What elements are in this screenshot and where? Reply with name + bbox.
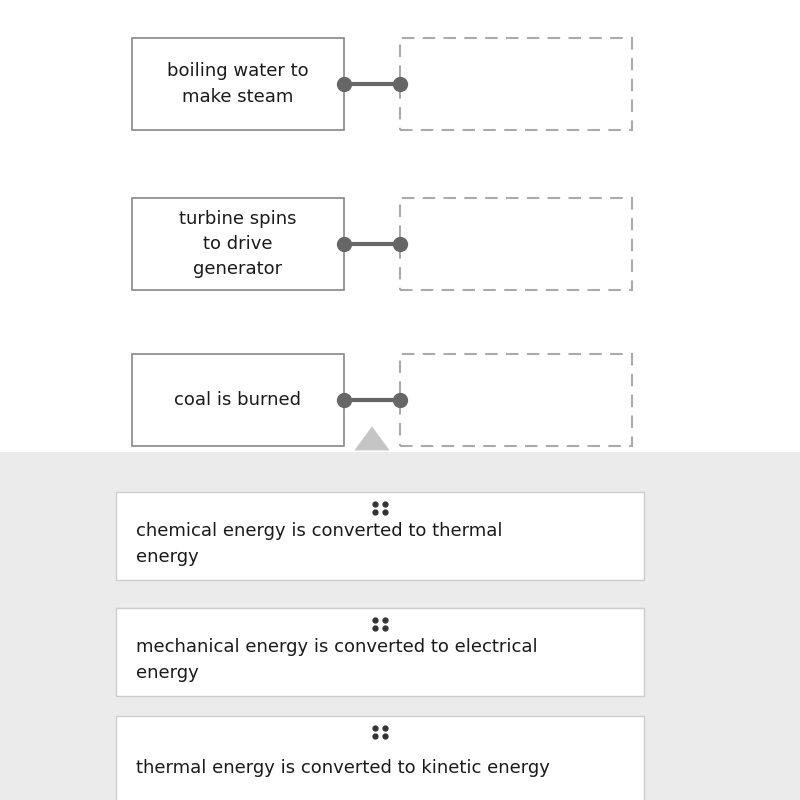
Text: turbine spins
to drive
generator: turbine spins to drive generator	[179, 210, 297, 278]
FancyBboxPatch shape	[0, 0, 800, 452]
FancyBboxPatch shape	[400, 198, 632, 290]
FancyBboxPatch shape	[132, 354, 344, 446]
Text: thermal energy is converted to kinetic energy: thermal energy is converted to kinetic e…	[136, 759, 550, 777]
FancyBboxPatch shape	[116, 492, 644, 580]
Text: coal is burned: coal is burned	[174, 391, 302, 409]
FancyBboxPatch shape	[400, 38, 632, 130]
FancyBboxPatch shape	[116, 608, 644, 696]
FancyBboxPatch shape	[132, 198, 344, 290]
Polygon shape	[354, 426, 390, 450]
FancyBboxPatch shape	[400, 354, 632, 446]
FancyBboxPatch shape	[116, 716, 644, 800]
Text: mechanical energy is converted to electrical
energy: mechanical energy is converted to electr…	[136, 638, 538, 682]
FancyBboxPatch shape	[132, 38, 344, 130]
Text: boiling water to
make steam: boiling water to make steam	[167, 62, 309, 106]
Text: chemical energy is converted to thermal
energy: chemical energy is converted to thermal …	[136, 522, 502, 566]
